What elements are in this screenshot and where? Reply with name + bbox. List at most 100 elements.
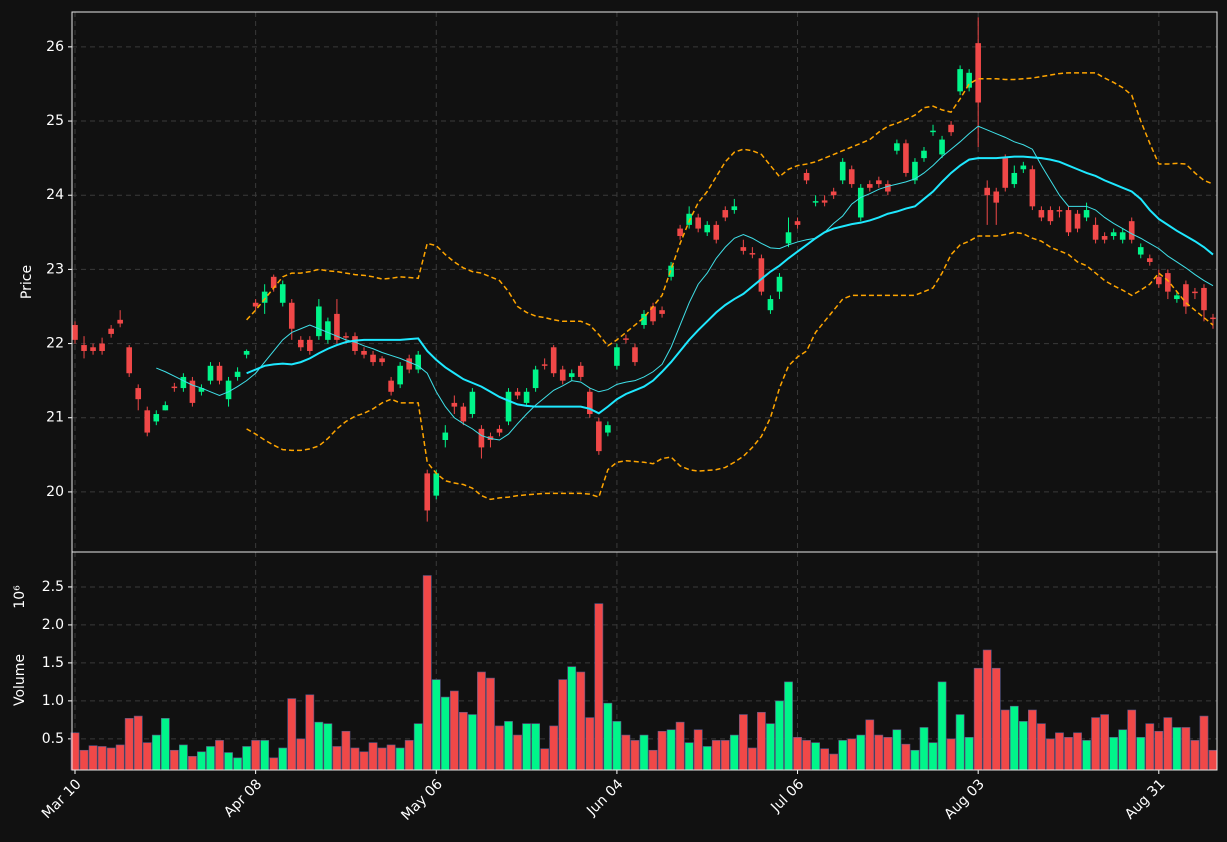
volume-bar (549, 725, 559, 771)
volume-bar (197, 751, 206, 771)
candle-body (731, 206, 738, 211)
candle-body (830, 191, 837, 196)
y-tick-label: 23 (46, 261, 64, 277)
candle-body (153, 414, 160, 422)
volume-bar (160, 718, 170, 771)
candle-body (325, 321, 331, 340)
volume-bar (88, 745, 98, 771)
volume-bar (486, 677, 495, 771)
candle-body (180, 376, 187, 389)
candle-body (433, 473, 440, 496)
candle-body (975, 43, 981, 103)
candle-body (352, 336, 358, 351)
candle-body (1092, 224, 1099, 240)
volume-bar (874, 734, 884, 771)
candle-body (1156, 276, 1162, 285)
volume-bar (838, 740, 848, 771)
candle-body (695, 217, 701, 229)
volume-bar (115, 744, 125, 771)
volume-bar (1100, 714, 1109, 771)
volume-bar (793, 737, 802, 771)
candle-body (216, 365, 223, 381)
candle-body (307, 339, 313, 351)
candle-body (1146, 258, 1153, 262)
volume-bar (1190, 740, 1200, 771)
candle-body (677, 228, 683, 237)
volume-bar (97, 746, 107, 771)
volume-bar (720, 740, 730, 771)
volume-bar (106, 747, 116, 771)
volume-offset-label: 10⁶ (12, 585, 28, 609)
candle-body (550, 347, 557, 374)
candle-body (785, 232, 792, 244)
y-tick-label: 1.0 (42, 693, 64, 709)
volume-bar (350, 747, 360, 771)
candle-body (848, 169, 855, 185)
volume-bar (856, 734, 866, 771)
candle-body (397, 365, 403, 385)
volume-bar (440, 696, 450, 771)
candle-body (469, 391, 476, 415)
volume-bar (964, 737, 974, 771)
y-tick-label: 0.5 (42, 731, 64, 747)
volume-bar (1136, 737, 1146, 771)
volume-bar (702, 746, 712, 771)
y-tick-label: 21 (46, 410, 64, 426)
volume-bar (1154, 730, 1164, 771)
candle-body (659, 310, 665, 314)
candle-body (1174, 295, 1180, 300)
volume-bar (531, 723, 540, 771)
candle-body (930, 130, 936, 133)
volume-bar (142, 742, 152, 771)
volume-bar (829, 753, 839, 771)
overlay-line (246, 72, 1214, 347)
candle-body (713, 224, 720, 240)
candle-body (99, 343, 105, 351)
candle-body (523, 391, 530, 403)
candle-body (189, 380, 196, 403)
candle-body (1119, 232, 1126, 240)
candle-body (939, 139, 945, 155)
candle-body (1101, 236, 1108, 240)
candle-body (948, 124, 954, 133)
y-tick-label: 25 (46, 113, 64, 129)
y-tick-label: 22 (46, 336, 64, 352)
candle-body (876, 180, 882, 185)
volume-bar (630, 740, 640, 771)
candle-body (866, 184, 873, 188)
volume-bar (748, 747, 757, 771)
volume-bar (558, 679, 568, 771)
volume-bar (206, 746, 215, 771)
candle-body (587, 391, 593, 415)
volume-panel-frame (71, 551, 1218, 771)
volume-bar (468, 714, 477, 771)
volume-bar (892, 729, 902, 771)
candle-body (379, 358, 385, 363)
candle-body (596, 421, 602, 452)
candle-body (1038, 210, 1045, 218)
candle-body (641, 313, 647, 326)
candle-body (252, 302, 259, 307)
candle-body (334, 313, 340, 340)
candle-body (532, 369, 539, 389)
volume-bar (79, 749, 89, 771)
volume-bar (1055, 732, 1064, 771)
candle-body (117, 319, 123, 324)
volume-bar (919, 727, 929, 771)
volume-bar (657, 730, 667, 771)
candle-body (614, 347, 620, 366)
candle-body (1210, 317, 1216, 320)
volume-bar (314, 721, 324, 771)
volume-bar (585, 717, 595, 771)
candle-body (1192, 291, 1198, 294)
overlay-line (246, 155, 1214, 415)
y-tick-label: 24 (46, 187, 64, 203)
volume-bar (431, 679, 441, 771)
candle-body (135, 388, 142, 400)
volume-bar (865, 719, 875, 771)
volume-bar (404, 740, 414, 771)
volume-bar (928, 742, 938, 771)
candle-body (541, 364, 548, 366)
volume-bar (738, 714, 748, 771)
volume-bar (242, 746, 251, 771)
